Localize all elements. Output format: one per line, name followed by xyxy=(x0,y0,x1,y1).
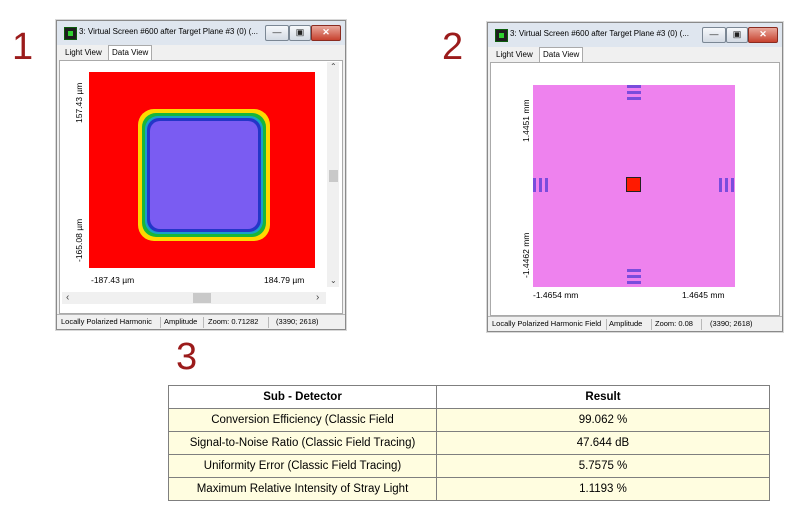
x-axis-right-label: 184.79 µm xyxy=(264,275,305,285)
close-icon: ✕ xyxy=(759,29,767,39)
close-icon: ✕ xyxy=(322,27,330,37)
table-header-row: Sub - Detector Result xyxy=(168,385,770,409)
status-divider xyxy=(160,317,161,328)
y-axis-top-label: 157.43 µm xyxy=(74,82,84,123)
status-divider xyxy=(203,317,204,328)
sub-detector-name: Conversion Efficiency (Classic Field xyxy=(168,408,437,432)
amplitude-plot-2[interactable] xyxy=(533,85,735,287)
maximize-button[interactable]: ▣ xyxy=(726,27,748,43)
table-row: Uniformity Error (Classic Field Tracing)… xyxy=(168,454,770,478)
result-value: 99.062 % xyxy=(436,408,770,432)
stray-light-left xyxy=(533,178,549,192)
maximize-icon: ▣ xyxy=(295,27,305,37)
status-divider xyxy=(651,319,652,330)
figure-number-2: 2 xyxy=(442,26,464,68)
window-1-titlebar[interactable]: 3: Virtual Screen #600 after Target Plan… xyxy=(57,21,345,45)
stray-light-bottom xyxy=(627,269,641,285)
result-value: 47.644 dB xyxy=(436,431,770,455)
minimize-icon: — xyxy=(272,27,282,37)
sub-detector-name: Signal-to-Noise Ratio (Classic Field Tra… xyxy=(168,431,437,455)
app-icon xyxy=(64,27,77,40)
status-size: (3390; 2618) xyxy=(276,317,319,326)
status-zoom: Zoom: 0.71282 xyxy=(208,317,259,326)
app-icon xyxy=(495,29,508,42)
close-button[interactable]: ✕ xyxy=(311,25,341,41)
sub-detector-name: Uniformity Error (Classic Field Tracing) xyxy=(168,454,437,478)
minimize-button[interactable]: — xyxy=(702,27,726,43)
scroll-left-icon[interactable]: ‹ xyxy=(66,292,70,303)
maximize-icon: ▣ xyxy=(732,29,742,39)
sub-detector-name: Maximum Relative Intensity of Stray Ligh… xyxy=(168,477,437,501)
status-zoom: Zoom: 0.08 xyxy=(655,319,693,328)
tab-light-view[interactable]: Light View xyxy=(65,48,102,57)
horizontal-scrollbar[interactable]: ‹ › xyxy=(62,292,326,304)
window-2-titlebar[interactable]: 3: Virtual Screen #600 after Target Plan… xyxy=(488,23,782,47)
table-row: Conversion Efficiency (Classic Field 99.… xyxy=(168,408,770,432)
header-result: Result xyxy=(436,385,770,409)
y-axis-bottom-label: -1.4462 mm xyxy=(521,232,531,278)
x-axis-left-label: -1.4654 mm xyxy=(533,290,579,300)
minimize-button[interactable]: — xyxy=(265,25,289,41)
scroll-up-icon[interactable]: ⌃ xyxy=(330,62,337,71)
vertical-scroll-thumb[interactable] xyxy=(329,170,338,182)
tab-data-view[interactable]: Data View xyxy=(108,45,153,60)
tab-light-view[interactable]: Light View xyxy=(496,50,533,59)
status-divider xyxy=(606,319,607,330)
x-axis-left-label: -187.43 µm xyxy=(91,275,135,285)
tab-data-view[interactable]: Data View xyxy=(539,47,584,62)
vertical-scrollbar[interactable]: ⌃ ⌄ xyxy=(327,62,339,287)
scroll-right-icon[interactable]: › xyxy=(316,292,320,303)
status-mode: Locally Polarized Harmonic Field xyxy=(492,319,602,328)
stray-light-top xyxy=(627,85,641,101)
figure-number-1: 1 xyxy=(12,26,34,68)
amplitude-plateau xyxy=(150,121,258,229)
window-1-title: 3: Virtual Screen #600 after Target Plan… xyxy=(79,27,258,36)
maximize-button[interactable]: ▣ xyxy=(289,25,311,41)
status-quantity: Amplitude xyxy=(609,319,643,328)
amplitude-plot-1[interactable] xyxy=(89,72,315,268)
close-button[interactable]: ✕ xyxy=(748,27,778,43)
minimize-icon: — xyxy=(709,29,719,39)
stray-light-right xyxy=(719,178,735,192)
table-row: Signal-to-Noise Ratio (Classic Field Tra… xyxy=(168,431,770,455)
table-row: Maximum Relative Intensity of Stray Ligh… xyxy=(168,477,770,501)
window-2-title: 3: Virtual Screen #600 after Target Plan… xyxy=(510,29,689,38)
target-spot xyxy=(626,177,641,192)
figure-number-3: 3 xyxy=(176,336,198,378)
status-bar-1: Locally Polarized Harmonic Amplitude Zoo… xyxy=(57,314,345,329)
status-quantity: Amplitude xyxy=(164,317,198,326)
horizontal-scroll-thumb[interactable] xyxy=(193,293,211,303)
result-value: 5.7575 % xyxy=(436,454,770,478)
header-sub-detector: Sub - Detector xyxy=(168,385,437,409)
y-axis-bottom-label: -165.08 µm xyxy=(74,218,84,262)
results-table: Sub - Detector Result Conversion Efficie… xyxy=(168,385,770,501)
status-mode: Locally Polarized Harmonic xyxy=(61,317,152,326)
status-divider xyxy=(268,317,269,328)
status-size: (3390; 2618) xyxy=(710,319,753,328)
y-axis-top-label: 1.4451 mm xyxy=(521,99,531,142)
status-divider xyxy=(701,319,702,330)
result-value: 1.1193 % xyxy=(436,477,770,501)
scroll-down-icon[interactable]: ⌄ xyxy=(330,276,337,285)
x-axis-right-label: 1.4645 mm xyxy=(682,290,725,300)
status-bar-2: Locally Polarized Harmonic Field Amplitu… xyxy=(488,316,782,331)
